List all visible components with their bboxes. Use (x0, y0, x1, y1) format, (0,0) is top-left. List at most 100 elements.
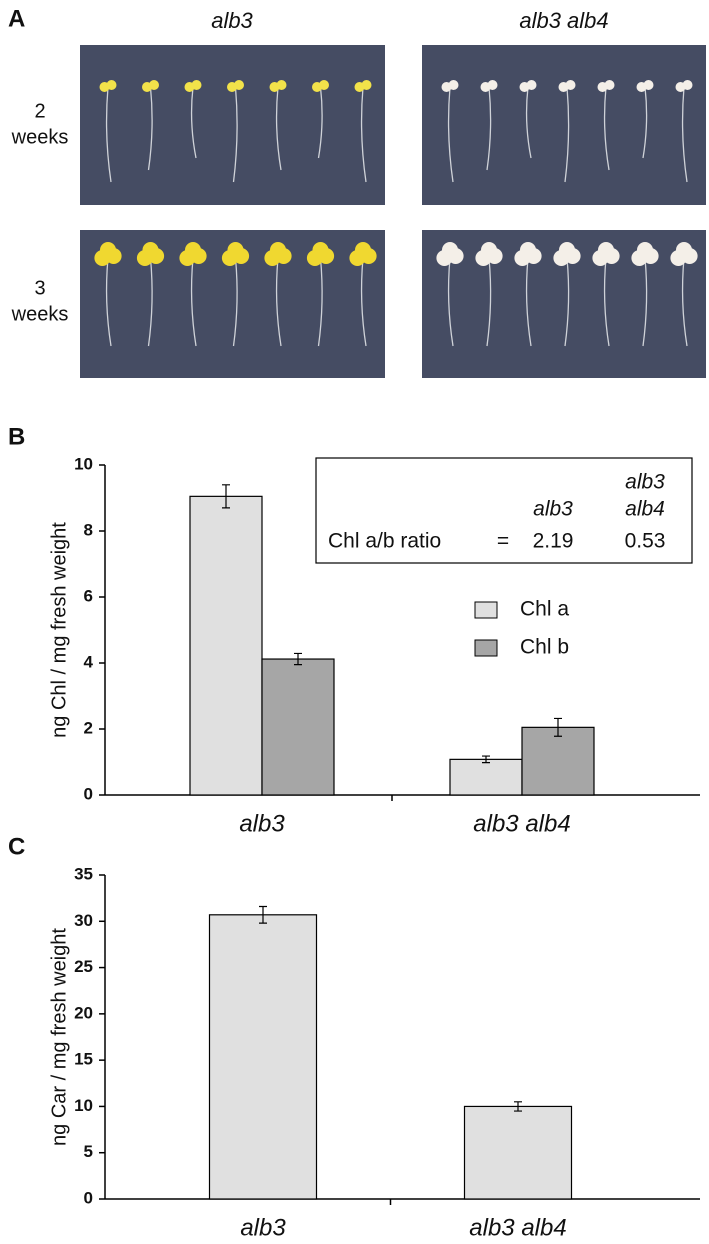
leaf (276, 80, 287, 90)
inset-separator: = (497, 530, 509, 553)
leaf (142, 242, 159, 258)
leaf (100, 242, 116, 258)
root (360, 257, 367, 347)
leaf (643, 80, 654, 90)
leaf (526, 80, 537, 90)
root (232, 257, 238, 347)
y-axis-label: ng Chl / mg fresh weight (48, 522, 70, 738)
panel-label: B (8, 423, 25, 450)
panel-label: A (8, 5, 25, 32)
leaf (604, 80, 615, 90)
inset-header: alb4 (625, 498, 665, 521)
column-header: alb3 (211, 8, 253, 33)
root (642, 257, 648, 347)
legend-swatch (474, 639, 498, 657)
root (317, 86, 323, 159)
root (275, 86, 282, 171)
inset-box (315, 457, 693, 564)
photos (80, 45, 706, 378)
y-tick-label: 0 (84, 784, 93, 803)
leaf (682, 80, 693, 90)
leaf (270, 242, 286, 258)
root (275, 257, 282, 347)
root (525, 257, 532, 347)
bar (463, 1105, 573, 1200)
root (447, 86, 454, 183)
x-tick-label: alb3 (240, 1214, 286, 1239)
root (317, 257, 323, 347)
leaf (442, 242, 458, 258)
root (447, 257, 454, 347)
y-tick-label: 20 (74, 1003, 93, 1022)
y-tick-label: 15 (74, 1050, 93, 1069)
leaf (487, 80, 498, 90)
y-tick-label: 0 (84, 1188, 93, 1207)
legend-label: Chl b (520, 636, 569, 659)
photo (80, 45, 385, 205)
y-tick-label: 10 (74, 1096, 93, 1115)
y-tick-label: 25 (74, 957, 93, 976)
root (681, 86, 688, 183)
error-bar (514, 1101, 522, 1112)
inset-row-label: Chl a/b ratio (328, 530, 441, 553)
leaf (149, 80, 159, 90)
y-tick-label: 35 (74, 864, 93, 883)
y-tick-label: 8 (84, 520, 93, 539)
x-tick-label: alb3 (239, 810, 285, 837)
leaf (520, 242, 536, 258)
row-label: 2 (34, 100, 45, 122)
leaf (355, 242, 371, 258)
legend-label: Chl a (520, 598, 569, 621)
y-tick-label: 30 (74, 911, 93, 930)
bar (521, 726, 595, 796)
root (360, 86, 367, 183)
root (642, 86, 648, 159)
leaf (361, 80, 372, 90)
x-tick-label: alb3 alb4 (469, 1214, 566, 1239)
inset-header: alb3 (533, 498, 573, 521)
error-bar (294, 652, 302, 666)
leaf (598, 242, 614, 258)
row-label: 3 (34, 277, 45, 299)
inset-value: 0.53 (625, 530, 666, 553)
y-tick-label: 2 (84, 718, 93, 737)
root (603, 86, 610, 171)
leaf (185, 242, 201, 258)
root (105, 86, 112, 183)
inset-value: 2.19 (533, 530, 574, 553)
root (486, 86, 492, 171)
bar (449, 758, 523, 796)
column-header: alb3 alb4 (519, 8, 608, 33)
leaf (637, 242, 653, 258)
leaf (448, 80, 459, 90)
photo (422, 45, 706, 205)
legend-swatch (474, 601, 498, 619)
error-bar (482, 755, 490, 764)
leaf (106, 80, 117, 90)
leaf (565, 80, 576, 90)
root (564, 86, 570, 183)
y-axis-label: ng Car / mg fresh weight (48, 928, 70, 1146)
root (681, 257, 688, 347)
leaf (227, 242, 244, 258)
leaf (319, 80, 329, 90)
error-bar (554, 717, 562, 737)
bar (261, 658, 335, 796)
y-tick-label: 4 (84, 652, 94, 671)
y-tick-label: 6 (84, 586, 93, 605)
root (147, 257, 153, 347)
root (105, 257, 112, 347)
root (190, 257, 197, 347)
leaf (481, 242, 497, 258)
error-bar (259, 905, 267, 924)
leaf (559, 242, 575, 258)
leaf (676, 242, 692, 258)
x-tick-label: alb3 alb4 (473, 810, 570, 837)
root (603, 257, 610, 347)
panel-label: C (8, 833, 25, 860)
error-bar (222, 484, 230, 509)
leaf (191, 80, 202, 90)
y-tick-label: 5 (84, 1142, 93, 1161)
leaf (312, 242, 329, 258)
